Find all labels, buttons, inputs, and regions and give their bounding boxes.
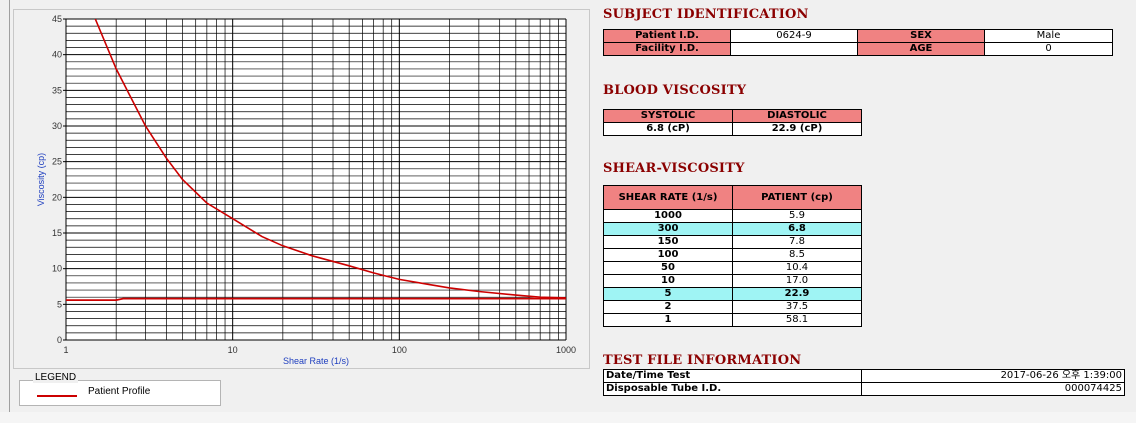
shear-row: 2 37.5 xyxy=(603,300,862,314)
patient-value-cell: 10.4 xyxy=(732,261,862,275)
tube-id-value: 000074425 xyxy=(861,382,1125,396)
subject-title: SUBJECT IDENTIFICATION xyxy=(603,7,809,22)
shear-header-row: SHEAR RATE (1/s) PATIENT (cp) xyxy=(603,185,862,210)
patient-value-cell: 5.9 xyxy=(732,209,862,223)
testfile-table: Date/Time Test 2017-06-26 오후 1:39:00 Dis… xyxy=(603,369,1125,396)
window-left-border xyxy=(9,0,10,412)
patient-cp-header: PATIENT (cp) xyxy=(732,185,862,210)
viscosity-chart: 0 5 10 15 20 25 30 35 40 45 1 10 100 1000 Shear Rate (… xyxy=(13,9,590,369)
y-tick-label: 0 xyxy=(57,335,62,345)
y-tick-label: 15 xyxy=(52,228,62,238)
shear-rate-cell: 1000 xyxy=(603,209,733,223)
shear-rate-cell: 10 xyxy=(603,274,733,288)
y-tick-label: 10 xyxy=(52,264,62,274)
subject-row: Patient I.D. 0624-9 SEX Male xyxy=(603,29,1113,43)
patient-value-cell: 8.5 xyxy=(732,248,862,262)
shear-rate-cell: 150 xyxy=(603,235,733,249)
diastolic-label: DIASTOLIC xyxy=(732,109,862,123)
shear-rate-cell: 50 xyxy=(603,261,733,275)
testfile-row: Disposable Tube I.D. 000074425 xyxy=(603,382,1125,396)
shear-rate-header: SHEAR RATE (1/s) xyxy=(603,185,733,210)
patient-value-cell: 37.5 xyxy=(732,300,862,314)
shear-row: 1000 5.9 xyxy=(603,209,862,223)
blood-title: BLOOD VISCOSITY xyxy=(603,83,747,98)
y-tick-label: 40 xyxy=(52,50,62,60)
testfile-row: Date/Time Test 2017-06-26 오후 1:39:00 xyxy=(603,369,1125,383)
tube-id-label: Disposable Tube I.D. xyxy=(603,382,862,396)
y-tick-label: 35 xyxy=(52,85,62,95)
x-tick-label: 10 xyxy=(228,345,238,355)
y-tick-label: 20 xyxy=(52,192,62,202)
facility-id-value xyxy=(730,42,858,56)
x-axis-title: Shear Rate (1/s) xyxy=(283,356,349,366)
legend: LEGEND Patient Profile xyxy=(19,372,221,406)
shear-rate-cell: 100 xyxy=(603,248,733,262)
patient-value-cell: 7.8 xyxy=(732,235,862,249)
subject-table: Patient I.D. 0624-9 SEX Male Facility I.… xyxy=(603,29,1113,56)
facility-id-label: Facility I.D. xyxy=(603,42,731,56)
x-tick-label: 1 xyxy=(63,345,68,355)
patient-profile-line xyxy=(94,19,566,299)
plot-area xyxy=(66,19,566,340)
baseline-line xyxy=(66,297,566,302)
age-value: 0 xyxy=(984,42,1113,56)
legend-line-swatch xyxy=(37,395,77,397)
shear-title: SHEAR-VISCOSITY xyxy=(603,161,745,176)
blood-table: SYSTOLIC DIASTOLIC 6.8 (cP) 22.9 (cP) xyxy=(603,109,862,136)
shear-row: 50 10.4 xyxy=(603,261,862,275)
testfile-title: TEST FILE INFORMATION xyxy=(603,353,802,368)
sex-label: SEX xyxy=(857,29,985,43)
shear-table: SHEAR RATE (1/s) PATIENT (cp) 1000 5.9 30… xyxy=(603,185,862,327)
shear-rate-cell: 1 xyxy=(603,313,733,327)
diastolic-value: 22.9 (cP) xyxy=(732,122,862,136)
shear-row: 150 7.8 xyxy=(603,235,862,249)
patient-value-cell: 6.8 xyxy=(732,222,862,236)
shear-rate-cell: 300 xyxy=(603,222,733,236)
shear-rate-cell: 2 xyxy=(603,300,733,314)
blood-value-row: 6.8 (cP) 22.9 (cP) xyxy=(603,122,862,136)
shear-row: 10 17.0 xyxy=(603,274,862,288)
status-strip xyxy=(0,412,1136,423)
x-tick-label: 1000 xyxy=(556,345,576,355)
patient-value-cell: 17.0 xyxy=(732,274,862,288)
legend-label: Patient Profile xyxy=(88,386,151,397)
datetime-value: 2017-06-26 오후 1:39:00 xyxy=(861,369,1125,383)
y-tick-label: 30 xyxy=(52,121,62,131)
systolic-label: SYSTOLIC xyxy=(603,109,733,123)
x-tick-label: 100 xyxy=(392,345,407,355)
patient-id-value: 0624-9 xyxy=(730,29,858,43)
y-tick-label: 5 xyxy=(57,299,62,309)
y-tick-label: 25 xyxy=(52,157,62,167)
blood-header-row: SYSTOLIC DIASTOLIC xyxy=(603,109,862,123)
patient-id-label: Patient I.D. xyxy=(603,29,731,43)
patient-value-cell: 58.1 xyxy=(732,313,862,327)
sex-value: Male xyxy=(984,29,1113,43)
shear-row: 5 22.9 xyxy=(603,287,862,301)
datetime-label: Date/Time Test xyxy=(603,369,862,383)
legend-title: LEGEND xyxy=(33,372,79,383)
shear-row: 100 8.5 xyxy=(603,248,862,262)
age-label: AGE xyxy=(857,42,985,56)
shear-row: 300 6.8 xyxy=(603,222,862,236)
shear-row: 1 58.1 xyxy=(603,313,862,327)
subject-row: Facility I.D. AGE 0 xyxy=(603,42,1113,56)
shear-rate-cell: 5 xyxy=(603,287,733,301)
systolic-value: 6.8 (cP) xyxy=(603,122,733,136)
viscosity-chart-svg: 0 5 10 15 20 25 30 35 40 45 1 10 100 1000 Shear Rate (… xyxy=(36,14,576,366)
patient-value-cell: 22.9 xyxy=(732,287,862,301)
y-axis-title: Viscosity (cp) xyxy=(36,153,46,206)
y-tick-label: 45 xyxy=(52,14,62,24)
